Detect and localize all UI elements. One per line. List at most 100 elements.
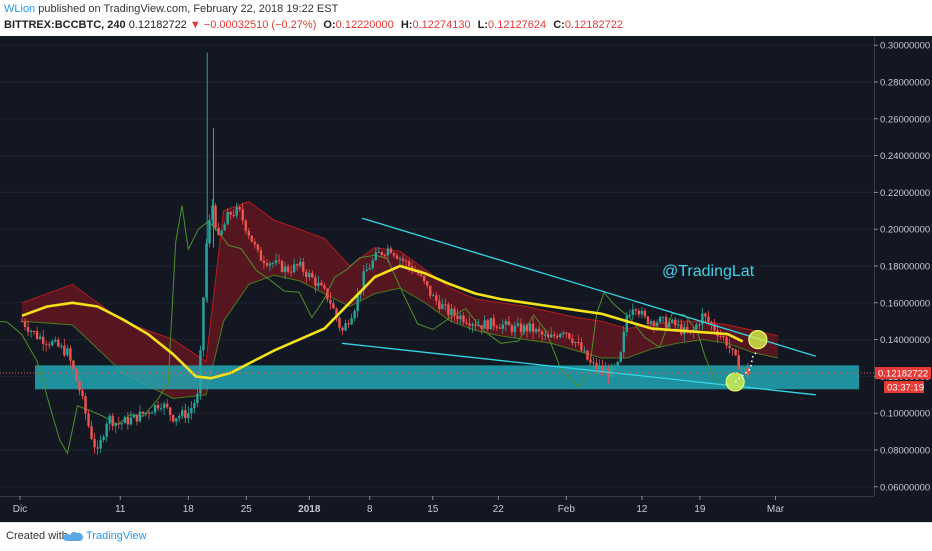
candle-body [44,343,48,345]
candle-body [356,294,359,312]
candle-body [655,322,659,327]
candle-body [607,368,610,377]
x-tick-label: 12 [636,504,648,515]
candle-body [583,350,586,352]
candle-body [78,380,81,391]
candle-body [69,348,72,361]
candle-body [302,261,305,272]
candle-body [72,360,75,370]
candle-body [117,423,120,425]
candle-body [377,252,381,254]
candle-body [99,439,102,449]
candle-body [592,362,595,364]
candle-body [465,322,468,324]
candle-body [253,241,257,245]
candle-body [525,325,529,332]
candle-body [432,295,435,297]
candle-body [81,390,84,397]
projection-dots [734,350,759,383]
candle-body [695,324,698,330]
candle-body [574,341,577,344]
candle-body [123,417,127,424]
candle-body [634,309,638,311]
candle-body [241,209,244,221]
moving-average-line [21,264,744,380]
candle-body [519,323,523,333]
candle-body [383,255,387,257]
candle-body [631,309,635,315]
x-tick-label: 25 [241,504,253,515]
candle-body [422,275,426,282]
candle-body [489,318,492,330]
candle-body [250,235,254,242]
ohlc-line: BITTREX:BCCBTC, 240 0.12182722 ▼ −0.0003… [4,19,623,31]
candle-body [87,413,90,427]
ichimoku-cloud [22,201,778,399]
candle-body [658,317,662,323]
upper-trendline [362,217,816,357]
candle-body [586,350,589,360]
candle-body [543,334,547,336]
candle-body [419,274,423,276]
candle-body [165,403,169,408]
candle-body [571,338,574,344]
tradingview-brand-link[interactable]: TradingView [86,530,147,542]
candle-body [447,304,450,316]
author-link[interactable]: WLion [4,3,36,15]
candle-body [217,227,220,235]
candle-body [138,411,142,422]
candle-body [63,345,66,356]
chart-background [0,36,932,522]
candle-body [504,321,508,325]
candle-body [120,423,123,425]
candle-body [649,321,653,324]
candle-body [450,308,453,316]
candle-body [175,418,178,422]
last-price-label: 0.12182722 [878,369,928,380]
candle-body [220,230,223,235]
candle-body [126,417,130,425]
candle-body [244,220,247,231]
candle-body [604,368,607,372]
candle-body [646,316,650,324]
candle-body [392,253,396,256]
candle-body [746,367,749,376]
candle-body [311,273,314,278]
candle-body [338,318,341,328]
candle-body [274,260,278,264]
tradingview-logo-icon[interactable] [62,529,84,543]
candle-body [159,408,163,410]
candle-body [153,404,157,413]
price-prefix: 0.12182722 [128,19,187,31]
candle-body [468,323,471,326]
candle-body [456,315,459,320]
x-tick-label: 2018 [298,504,321,515]
x-tick-label: Feb [558,504,576,515]
price-chart[interactable]: @TradingLat 0.30000000 0.28000000 0.2600000… [0,36,932,522]
candle-body [323,285,326,289]
candle-body [265,263,269,266]
candle-body [589,359,592,363]
candle-body [335,308,338,319]
y-tick-label: 0.20000000 [880,225,930,236]
candle-body [365,269,368,272]
candle-body [247,230,250,236]
candle-body [510,325,514,333]
candle-body [435,295,438,301]
candle-body [610,365,613,377]
high-label: H: [400,19,413,31]
countdown-label: 03:37:19 [887,383,924,394]
candle-body [389,248,393,254]
candle-body [407,261,411,267]
candle-body [326,288,329,300]
candle-body [317,282,320,286]
current-price-circle [725,372,745,392]
candle-body [371,260,374,269]
candle-body [534,328,538,332]
candle-body [704,313,707,317]
candle-body [214,205,217,228]
y-tick-label: 0.16000000 [880,298,930,309]
close-value: 0.12182722 [564,19,623,31]
open-label: O: [323,19,336,31]
candle-body [259,249,263,261]
